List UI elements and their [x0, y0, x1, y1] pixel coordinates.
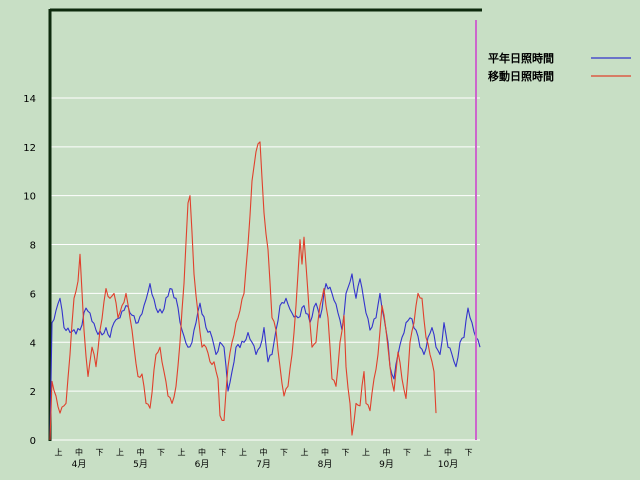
- x-month-label: 7月: [256, 459, 271, 470]
- y-tick-label: 4: [30, 338, 36, 349]
- series-lines: [49, 141, 481, 441]
- x-sub-label: 中: [260, 447, 268, 457]
- x-month-label: 5月: [133, 459, 148, 470]
- x-sub-label: 上: [301, 448, 309, 457]
- x-sub-label: 上: [362, 448, 370, 457]
- x-sub-label: 上: [116, 448, 124, 457]
- x-sub-label: 中: [383, 447, 391, 457]
- x-sub-label: 上: [55, 448, 63, 457]
- x-axis-ticks: 上 中 下 上 中 下 上 中 下 上 中 下 上 中 下 上 中 下 上 中 下 4月 5月 6月 7月 8月 9月 10月: [55, 447, 473, 470]
- series-line-2: [49, 141, 437, 441]
- legend-label-2: 移動日照時間: [488, 69, 554, 83]
- y-tick-label: 14: [23, 94, 36, 105]
- x-month-label: 10月: [438, 459, 458, 470]
- y-tick-label: 2: [30, 387, 36, 398]
- x-month-label: 9月: [379, 459, 394, 470]
- x-sub-label: 中: [198, 447, 206, 457]
- x-month-label: 8月: [318, 459, 333, 470]
- x-sub-label: 上: [424, 448, 432, 457]
- x-month-label: 4月: [72, 459, 87, 470]
- x-month-label: 6月: [195, 459, 210, 470]
- y-axis-ticks: 0 2 4 6 8 10 12 14: [23, 94, 36, 447]
- x-sub-label: 中: [444, 447, 452, 457]
- x-sub-label: 上: [239, 448, 247, 457]
- y-tick-label: 8: [30, 241, 36, 252]
- x-sub-label: 下: [219, 448, 227, 457]
- y-tick-label: 0: [30, 436, 36, 447]
- series-line-1: [49, 273, 481, 441]
- x-sub-label: 下: [403, 448, 411, 457]
- x-sub-label: 上: [178, 448, 186, 457]
- x-sub-label: 下: [96, 448, 104, 457]
- y-tick-label: 10: [23, 192, 36, 203]
- x-sub-label: 中: [321, 447, 329, 457]
- x-sub-label: 下: [280, 448, 288, 457]
- x-sub-label: 下: [157, 448, 165, 457]
- y-tick-label: 6: [30, 289, 36, 300]
- x-sub-label: 中: [137, 447, 145, 457]
- legend-label-1: 平年日照時間: [488, 51, 554, 65]
- x-sub-label: 下: [342, 448, 350, 457]
- y-tick-label: 12: [23, 143, 36, 154]
- grid-lines: [50, 97, 480, 392]
- x-sub-label: 中: [75, 447, 83, 457]
- x-sub-label: 下: [465, 448, 473, 457]
